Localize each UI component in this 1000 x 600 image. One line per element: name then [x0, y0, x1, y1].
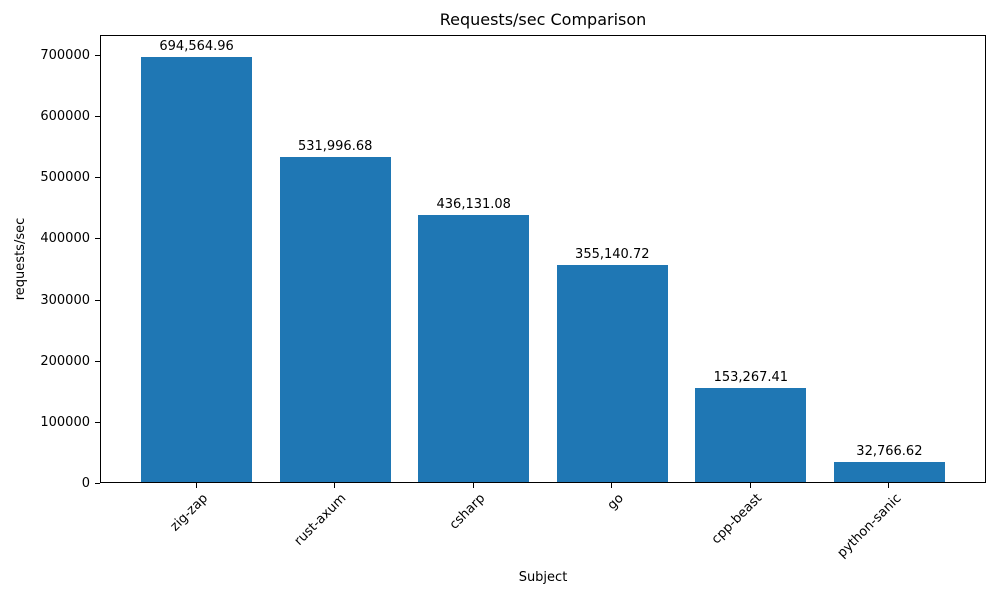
x-tick-mark — [611, 483, 613, 488]
x-tick-mark — [334, 483, 336, 488]
bar-value-label: 531,996.68 — [297, 138, 373, 154]
y-tick-mark — [95, 238, 100, 240]
plot-area: 694,564.96 531,996.68 436,131.08 355,140.72… — [100, 35, 986, 483]
y-tick-mark — [95, 177, 100, 179]
x-tick-label: rust-axum — [291, 491, 350, 549]
x-tick-mark — [888, 483, 890, 488]
y-tick-label: 700000 — [40, 47, 90, 63]
x-tick-label: python-sanic — [834, 491, 905, 561]
y-tick-label: 400000 — [40, 231, 90, 247]
y-tick-label: 300000 — [40, 292, 90, 308]
x-tick-label: zig-zap — [167, 491, 212, 535]
x-tick-mark — [472, 483, 474, 488]
bar-value-label: 436,131.08 — [436, 197, 511, 213]
y-tick-mark — [95, 483, 100, 484]
y-tick-label: 600000 — [40, 109, 90, 125]
bar-cpp-beast — [695, 388, 807, 482]
x-tick-label: csharp — [446, 491, 489, 533]
bar-csharp — [418, 215, 530, 482]
bar-value-label: 355,140.72 — [575, 246, 650, 262]
y-tick-mark — [95, 421, 100, 423]
bar-value-label: 32,766.62 — [856, 443, 923, 459]
y-tick-mark — [95, 299, 100, 301]
x-tick-label: cpp-beast — [709, 491, 766, 548]
x-tick-mark — [195, 483, 197, 488]
y-tick-mark — [95, 116, 100, 118]
x-axis-label: Subject — [518, 570, 568, 585]
chart-title: Requests/sec Comparison — [439, 10, 647, 29]
bar-go — [556, 264, 668, 482]
x-tick-mark — [749, 483, 751, 488]
bar-zig-zap — [141, 57, 253, 482]
y-tick-mark — [95, 54, 100, 56]
y-axis-label: requests/sec — [13, 217, 28, 301]
bar-python-sanic — [833, 461, 945, 482]
y-tick-label: 200000 — [40, 353, 90, 369]
y-tick-label: 100000 — [40, 414, 90, 430]
bar-value-label: 153,267.41 — [713, 370, 789, 386]
y-tick-label: 500000 — [40, 170, 90, 186]
bar-value-label: 694,564.96 — [159, 39, 234, 55]
bar-rust-axum — [279, 156, 391, 482]
y-tick-label: 0 — [81, 476, 90, 491]
x-tick-label: go — [604, 491, 627, 514]
y-tick-mark — [95, 360, 100, 362]
